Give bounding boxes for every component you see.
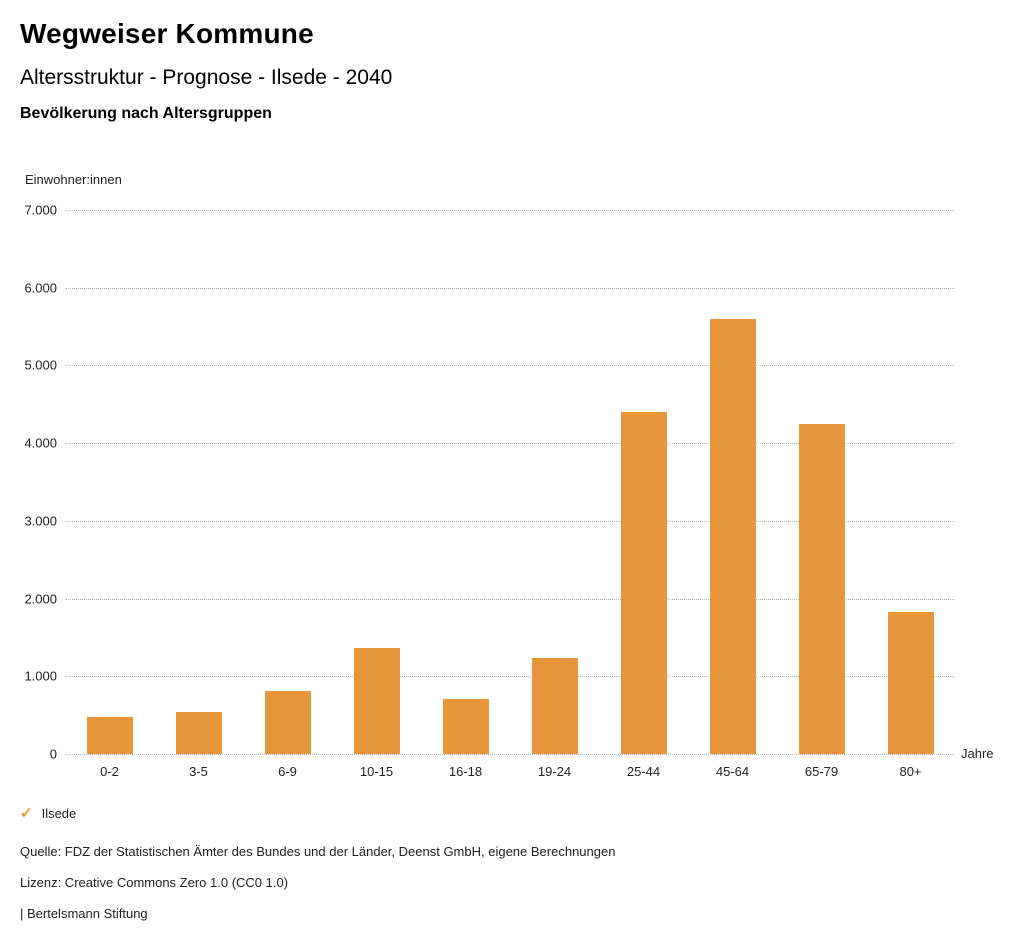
- y-axis-title: Einwohner:innen: [25, 172, 122, 187]
- page-title: Altersstruktur - Prognose - Ilsede - 204…: [20, 66, 393, 89]
- license-text: Lizenz: Creative Commons Zero 1.0 (CC0 1…: [20, 875, 289, 890]
- gridline: [65, 365, 955, 367]
- y-tick-label: 3.000: [24, 513, 57, 529]
- y-tick-label: 1.000: [24, 668, 57, 684]
- chart-title: Bevölkerung nach Altersgruppen: [20, 105, 272, 122]
- y-tick-label: 5.000: [24, 357, 57, 373]
- y-tick-label: 7.000: [24, 202, 57, 218]
- bar-3-5[interactable]: [175, 712, 222, 754]
- y-tick-label: 0: [49, 746, 57, 762]
- bar-6-9[interactable]: [264, 691, 311, 754]
- gridline: [65, 676, 955, 678]
- x-axis-title: Jahre: [961, 746, 994, 761]
- legend-check-icon: ✓: [20, 805, 33, 822]
- x-tick-label: 45-64: [715, 764, 750, 779]
- attribution-text: | Bertelsmann Stiftung: [20, 906, 148, 921]
- bar-80+[interactable]: [887, 611, 934, 754]
- legend-item-ilsede[interactable]: ✓ Ilsede: [20, 804, 76, 822]
- gridline: [65, 443, 955, 445]
- x-tick-label: 19-24: [537, 764, 572, 779]
- y-tick-label: 6.000: [24, 280, 57, 296]
- x-tick-label: 10-15: [359, 764, 394, 779]
- gridline: [65, 287, 955, 289]
- bar-chart-plot-area: Jahre 0 1.000 2.000 3.000 4.000 5.000 6.000 7.0…: [24, 203, 993, 780]
- legend-label: Ilsede: [41, 805, 77, 821]
- bar-65-79[interactable]: [798, 423, 845, 754]
- y-tick-label: 2.000: [24, 591, 57, 607]
- x-tick-label: 65-79: [804, 764, 839, 779]
- bar-10-15[interactable]: [353, 648, 400, 754]
- bar-0-2[interactable]: [86, 716, 133, 754]
- x-tick-label: 6-9: [278, 764, 297, 779]
- bar-19-24[interactable]: [531, 658, 578, 754]
- bar-45-64[interactable]: [709, 318, 756, 754]
- app-title: Wegweiser Kommune: [20, 18, 314, 49]
- gridline: [65, 520, 955, 522]
- gridline: [65, 598, 955, 600]
- x-tick-label: 80+: [899, 764, 922, 779]
- x-tick-label: 3-5: [189, 764, 208, 779]
- y-tick-label: 4.000: [24, 435, 57, 451]
- x-tick-label: 25-44: [626, 764, 661, 779]
- x-tick-label: 0-2: [100, 764, 119, 779]
- x-tick-label: 16-18: [448, 764, 483, 779]
- gridline: [65, 210, 955, 211]
- bar-16-18[interactable]: [442, 698, 489, 754]
- source-text: Quelle: FDZ der Statistischen Ämter des …: [20, 844, 616, 859]
- bar-25-44[interactable]: [620, 412, 667, 754]
- gridline: [65, 754, 955, 755]
